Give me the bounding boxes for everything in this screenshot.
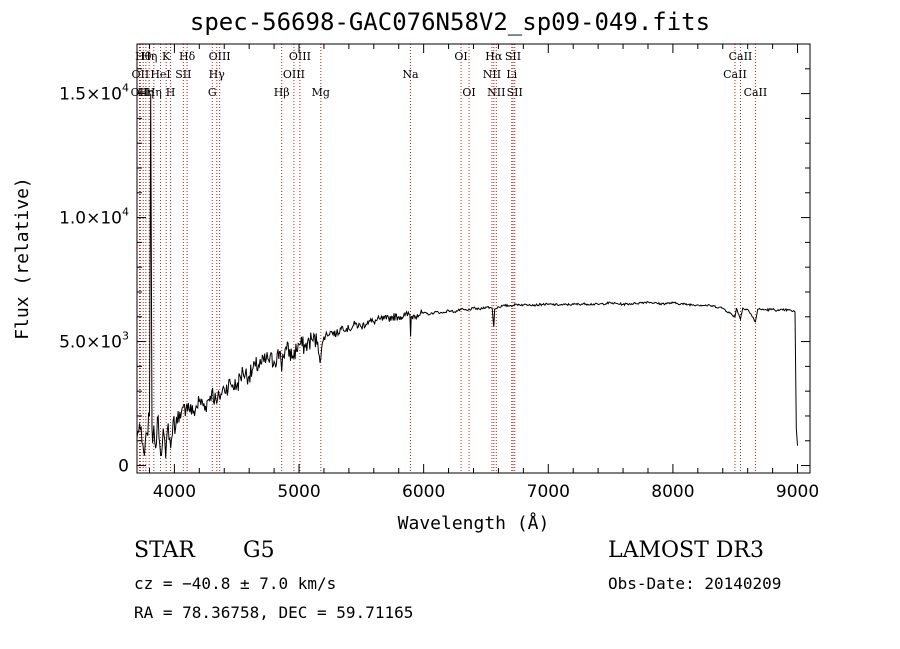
y-axis-label: Flux (relative) (12, 177, 33, 340)
observation-date: Obs-Date: 20140209 (608, 574, 782, 593)
x-tick-label: 7000 (527, 482, 570, 502)
line-label: H (166, 86, 176, 99)
x-tick-label: 9000 (776, 482, 819, 502)
redshift-velocity: cz = −40.8 ± 7.0 km/s (134, 574, 337, 593)
plot-frame (136, 43, 811, 474)
coordinates: RA = 78.36758, DEC = 59.71165 (134, 603, 414, 622)
line-label: Hα (485, 50, 503, 63)
line-label: OII (132, 68, 150, 81)
line-label: CaII (723, 68, 747, 81)
line-label: Na (402, 68, 419, 81)
line-label: CaII (744, 86, 768, 99)
line-label: OI (454, 50, 467, 63)
line-label: OIII (289, 50, 311, 63)
object-subclass: G5 (243, 538, 275, 563)
line-label: SII (175, 68, 191, 81)
x-tick-label: 6000 (402, 482, 445, 502)
line-label: SII (505, 50, 521, 63)
line-label: NII (483, 68, 501, 81)
line-label: Hγ (209, 68, 226, 81)
object-class: STAR (134, 538, 195, 563)
y-tick-label: 1.0×104 (59, 206, 129, 229)
x-tick-label: 5000 (277, 482, 320, 502)
line-label: Hδ (179, 50, 196, 63)
line-label: OI (462, 86, 475, 99)
y-tick-label: 1.5×104 (59, 82, 129, 105)
line-label: K (162, 50, 171, 63)
line-label: Hβ (274, 86, 290, 99)
line-label: G (208, 86, 217, 99)
y-tick-label: 5.0×103 (59, 330, 129, 353)
line-label: Li (506, 68, 517, 81)
chart-title: spec-56698-GAC076N58V2_sp09-049.fits (189, 8, 711, 36)
line-label: SII (507, 86, 523, 99)
line-label: Hη (138, 86, 154, 99)
line-label: OIII (283, 68, 305, 81)
line-label: Hη (141, 50, 157, 63)
spectrum-line (136, 93, 798, 459)
line-label: Mg (312, 86, 330, 99)
x-tick-label: 8000 (651, 482, 694, 502)
line-label: OII (131, 86, 149, 99)
line-label: CaII (729, 50, 753, 63)
survey-name: LAMOST DR3 (608, 538, 764, 563)
y-tick-label: 0 (118, 457, 129, 477)
x-tick-label: 4000 (153, 482, 196, 502)
line-label: NII (487, 86, 505, 99)
line-label: Hη (146, 86, 162, 99)
line-label: Hθ (135, 50, 152, 63)
line-label: HeI (150, 68, 170, 81)
line-label: OIII (209, 50, 231, 63)
x-axis-label: Wavelength (Å) (398, 512, 550, 534)
